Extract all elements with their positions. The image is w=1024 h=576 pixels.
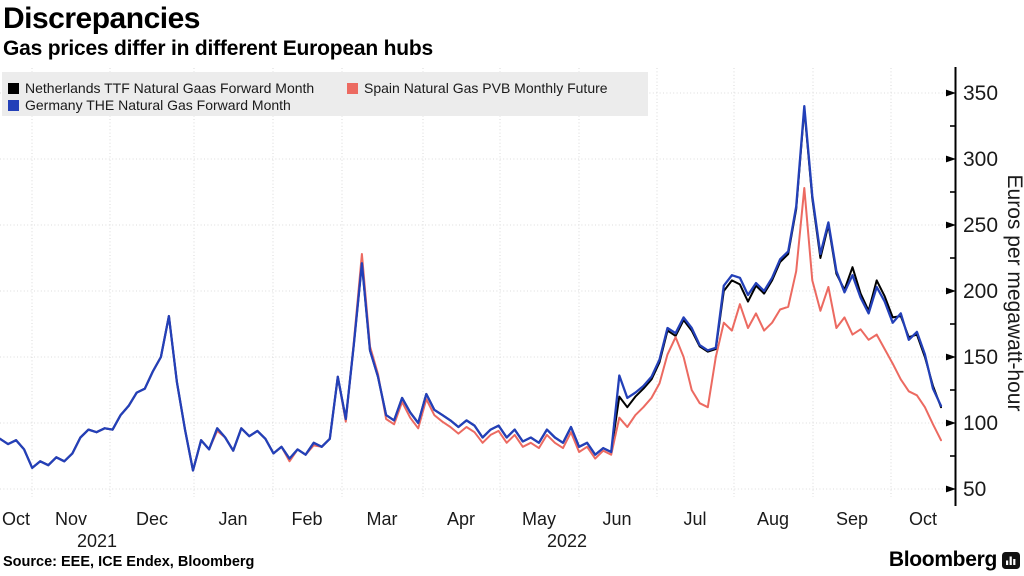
y-tick-label: 50	[963, 478, 986, 501]
source-note: Source: EEE, ICE Endex, Bloomberg	[3, 554, 255, 570]
y-major-tick	[946, 221, 956, 229]
y-tick-label: 200	[963, 280, 998, 303]
bloomberg-wordmark: Bloomberg	[888, 548, 997, 571]
bloomberg-logo: Bloomberg	[889, 548, 1020, 572]
legend-item-spain-pvb: Spain Natural Gas PVB Monthly Future	[347, 80, 608, 96]
x-tick-label: Jun	[602, 509, 631, 529]
series-line-1	[0, 187, 942, 472]
legend-swatch-red	[347, 82, 358, 94]
legend-background	[2, 72, 648, 116]
x-tick-label: Oct	[2, 509, 30, 529]
y-tick-label: 350	[963, 82, 998, 105]
legend-swatch-black	[8, 82, 19, 94]
bar-chart-icon	[1002, 551, 1020, 569]
page-subtitle: Gas prices differ in different European …	[3, 37, 433, 60]
y-major-tick	[946, 155, 956, 163]
y-major-tick	[946, 287, 956, 295]
legend-item-germany-the: Germany THE Natural Gas Forward Month	[8, 97, 291, 113]
x-tick-label: Sep	[836, 509, 868, 529]
y-major-tick	[946, 353, 956, 361]
page-title: Discrepancies	[3, 2, 200, 35]
x-tick-label: May	[522, 509, 556, 529]
y-tick-label: 100	[963, 412, 998, 435]
y-tick-label: 250	[963, 214, 998, 237]
y-major-tick	[946, 419, 956, 427]
series-line-2	[0, 105, 943, 472]
y-major-tick	[946, 89, 956, 97]
x-tick-label: Apr	[447, 509, 475, 529]
legend-swatch-blue	[8, 99, 19, 111]
x-tick-label: Dec	[136, 509, 168, 529]
year-label: 2021	[77, 531, 117, 551]
x-tick-label: Mar	[367, 509, 398, 529]
x-tick-label: Jul	[683, 509, 706, 529]
legend-item-netherlands-ttf: Netherlands TTF Natural Gaas Forward Mon…	[8, 80, 314, 96]
legend-label: Spain Natural Gas PVB Monthly Future	[364, 80, 608, 96]
year-label: 2022	[547, 531, 587, 551]
y-tick-label: 300	[963, 148, 998, 171]
y-tick-label: 150	[963, 346, 998, 369]
x-tick-label: Oct	[909, 509, 937, 529]
x-tick-label: Nov	[55, 509, 87, 529]
legend-label: Germany THE Natural Gas Forward Month	[25, 97, 291, 113]
y-major-tick	[946, 485, 956, 493]
legend-label: Netherlands TTF Natural Gaas Forward Mon…	[25, 80, 315, 96]
x-tick-label: Jan	[218, 509, 247, 529]
x-tick-label: Feb	[291, 509, 322, 529]
x-tick-label: Aug	[757, 509, 789, 529]
gridlines	[0, 68, 955, 497]
y-axis-title: Euros per megawatt-hour	[1003, 175, 1024, 412]
